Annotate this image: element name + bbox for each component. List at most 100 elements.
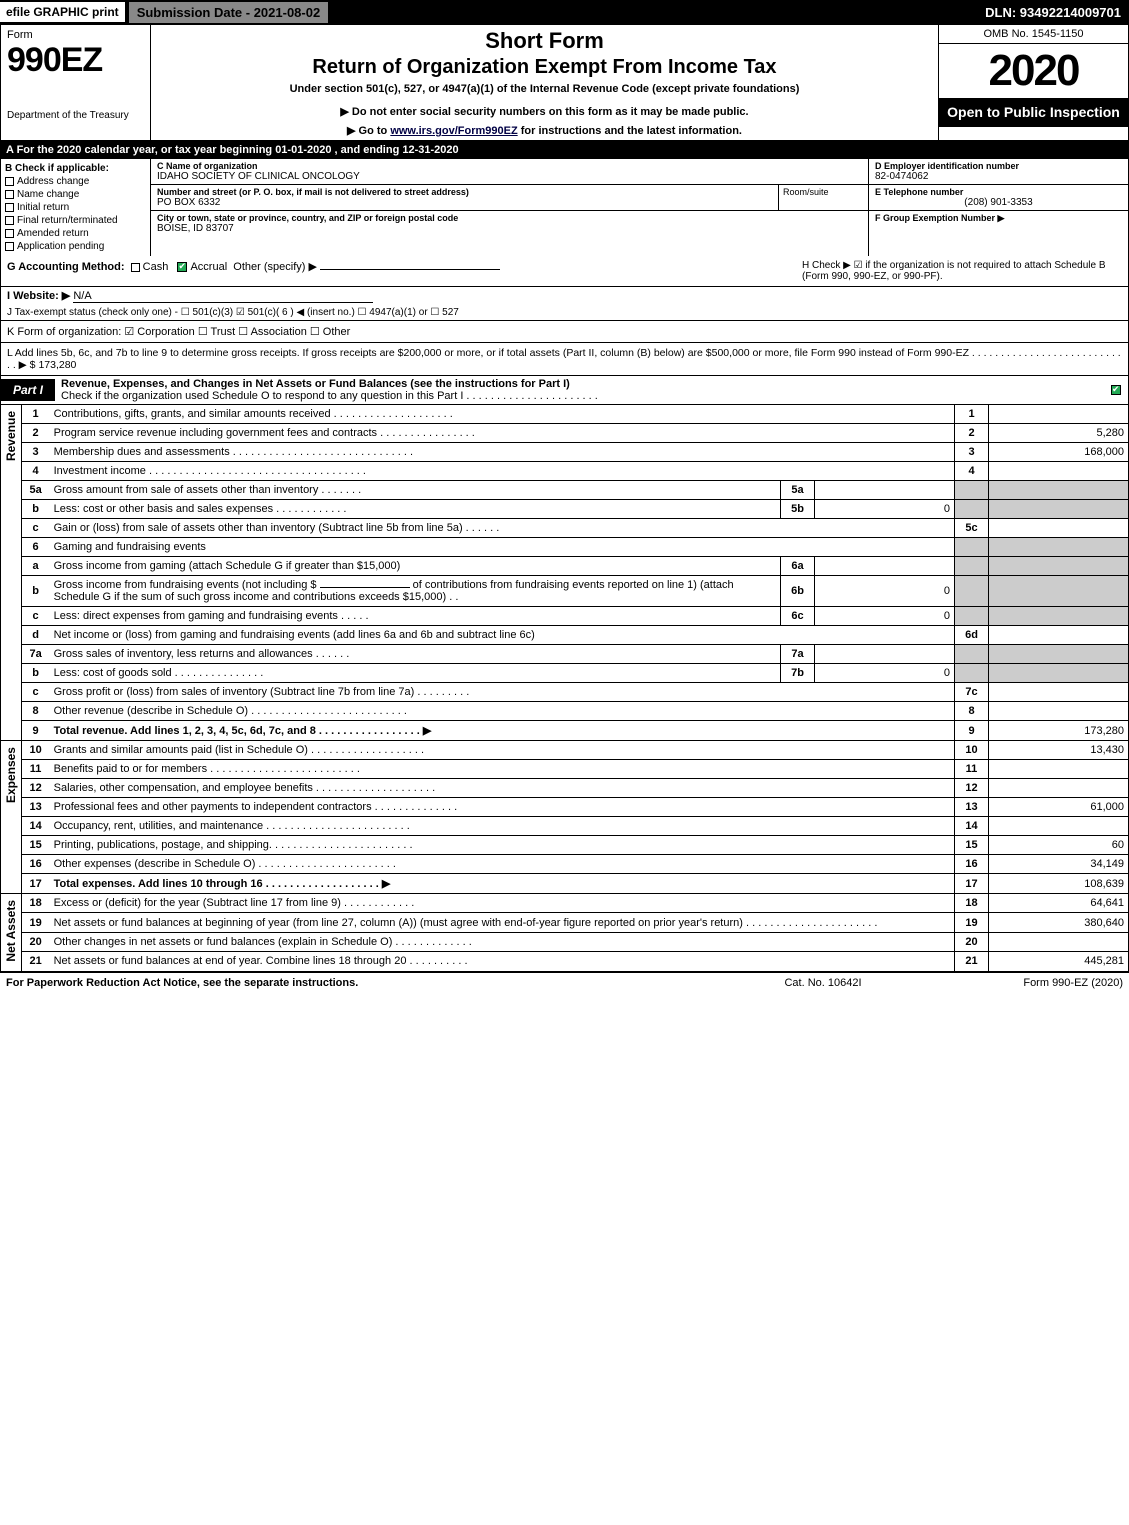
g-accounting: G Accounting Method: Cash Accrual Other …	[7, 260, 802, 282]
b-item: Amended return	[5, 228, 146, 239]
block-b-through-f: B Check if applicable: Address change Na…	[0, 159, 1129, 256]
expenses-sidelabel: Expenses	[0, 741, 22, 894]
g-accrual: Accrual	[190, 261, 227, 273]
line-7b: bLess: cost of goods sold . . . . . . . …	[22, 664, 1129, 683]
b-item: Address change	[5, 176, 146, 187]
checkbox-icon[interactable]	[131, 263, 140, 272]
line-7c: cGross profit or (loss) from sales of in…	[22, 683, 1129, 702]
line-8: 8Other revenue (describe in Schedule O) …	[22, 702, 1129, 721]
d-label: D Employer identification number	[875, 161, 1122, 171]
org-city: BOISE, ID 83707	[157, 223, 862, 234]
return-title: Return of Organization Exempt From Incom…	[157, 56, 932, 79]
org-address: PO BOX 6332	[157, 197, 772, 208]
revenue-section: Revenue 1Contributions, gifts, grants, a…	[0, 405, 1129, 741]
line-6: 6Gaming and fundraising events	[22, 538, 1129, 557]
header-right: OMB No. 1545-1150 2020 Open to Public In…	[938, 25, 1128, 140]
top-bar: efile GRAPHIC print Submission Date - 20…	[0, 0, 1129, 24]
part1-title: Revenue, Expenses, and Changes in Net As…	[61, 378, 570, 390]
e-label: E Telephone number	[875, 187, 1122, 197]
efile-print-label[interactable]: efile GRAPHIC print	[0, 2, 125, 22]
form-word: Form	[7, 29, 144, 41]
checkbox-icon[interactable]	[5, 190, 14, 199]
goto-post: for instructions and the latest informat…	[518, 125, 742, 137]
dept-treasury: Department of the Treasury	[7, 110, 144, 121]
c-city-label: City or town, state or province, country…	[157, 213, 862, 223]
c-name-label: C Name of organization	[157, 161, 862, 171]
l-text: L Add lines 5b, 6c, and 7b to line 9 to …	[7, 347, 1121, 371]
line-4: 4Investment income . . . . . . . . . . .…	[22, 462, 1129, 481]
revenue-sidelabel: Revenue	[0, 405, 22, 741]
submission-date: Submission Date - 2021-08-02	[129, 2, 329, 23]
checkbox-checked-icon[interactable]	[177, 262, 187, 272]
form-header: Form 990EZ Department of the Treasury Sh…	[0, 24, 1129, 141]
revenue-table: 1Contributions, gifts, grants, and simil…	[22, 405, 1129, 741]
line-12: 12Salaries, other compensation, and empl…	[22, 779, 1129, 798]
checkbox-checked-icon[interactable]	[1111, 385, 1121, 395]
short-form-title: Short Form	[157, 28, 932, 54]
part1-tab: Part I	[1, 379, 55, 401]
row-k-org-form: K Form of organization: ☑ Corporation ☐ …	[0, 321, 1129, 343]
g-other: Other (specify) ▶	[233, 261, 317, 273]
line-6b: bGross income from fundraising events (n…	[22, 576, 1129, 607]
col-d-e-f: D Employer identification number 82-0474…	[868, 159, 1128, 256]
b-item: Name change	[5, 189, 146, 200]
line-6c: cLess: direct expenses from gaming and f…	[22, 607, 1129, 626]
ein-value: 82-0474062	[875, 171, 1122, 182]
f-label: F Group Exemption Number ▶	[875, 213, 1004, 223]
tax-year: 2020	[939, 44, 1128, 98]
part1-sub: Check if the organization used Schedule …	[61, 390, 598, 402]
line-13: 13Professional fees and other payments t…	[22, 798, 1129, 817]
under-section: Under section 501(c), 527, or 4947(a)(1)…	[157, 83, 932, 95]
line-18: 18Excess or (deficit) for the year (Subt…	[22, 894, 1129, 913]
line-16: 16Other expenses (describe in Schedule O…	[22, 855, 1129, 874]
line-17: 17Total expenses. Add lines 10 through 1…	[22, 874, 1129, 894]
c-name-cell: C Name of organization IDAHO SOCIETY OF …	[151, 159, 868, 184]
line-14: 14Occupancy, rent, utilities, and mainte…	[22, 817, 1129, 836]
goto-pre: ▶ Go to	[347, 125, 390, 137]
row-j-tax-exempt: J Tax-exempt status (check only one) - ☐…	[0, 305, 1129, 321]
checkbox-icon[interactable]	[5, 203, 14, 212]
line-20: 20Other changes in net assets or fund ba…	[22, 932, 1129, 951]
row-g-h: G Accounting Method: Cash Accrual Other …	[0, 256, 1129, 287]
row-l-gross-receipts: L Add lines 5b, 6c, and 7b to line 9 to …	[0, 343, 1129, 376]
line-15: 15Printing, publications, postage, and s…	[22, 836, 1129, 855]
part1-check	[1104, 384, 1128, 396]
line-2: 2Program service revenue including gover…	[22, 424, 1129, 443]
line-19: 19Net assets or fund balances at beginni…	[22, 913, 1129, 932]
form-number: 990EZ	[7, 41, 144, 80]
line-6d: dNet income or (loss) from gaming and fu…	[22, 626, 1129, 645]
header-center: Short Form Return of Organization Exempt…	[151, 25, 938, 140]
line-5c: cGain or (loss) from sale of assets othe…	[22, 519, 1129, 538]
expenses-section: Expenses 10Grants and similar amounts pa…	[0, 741, 1129, 894]
col-b-checkboxes: B Check if applicable: Address change Na…	[1, 159, 151, 256]
d-ein: D Employer identification number 82-0474…	[869, 159, 1128, 185]
row-a-tax-year: A For the 2020 calendar year, or tax yea…	[0, 141, 1129, 159]
b-item: Initial return	[5, 202, 146, 213]
c-addr-label: Number and street (or P. O. box, if mail…	[157, 187, 772, 197]
l-value: 173,280	[38, 359, 76, 371]
c-addr-cell: Number and street (or P. O. box, if mail…	[151, 185, 778, 210]
netassets-table: 18Excess or (deficit) for the year (Subt…	[22, 894, 1129, 972]
b-title: B Check if applicable:	[5, 163, 146, 174]
checkbox-icon[interactable]	[5, 177, 14, 186]
line-10: 10Grants and similar amounts paid (list …	[22, 741, 1129, 760]
i-label: I Website: ▶	[7, 290, 70, 302]
g-label: G Accounting Method:	[7, 261, 125, 273]
header-left: Form 990EZ Department of the Treasury	[1, 25, 151, 140]
footer-left: For Paperwork Reduction Act Notice, see …	[6, 977, 723, 989]
g-cash: Cash	[143, 261, 169, 273]
line-9: 9Total revenue. Add lines 1, 2, 3, 4, 5c…	[22, 721, 1129, 741]
phone-value: (208) 901-3353	[875, 197, 1122, 208]
checkbox-icon[interactable]	[5, 216, 14, 225]
h-check: H Check ▶ ☑ if the organization is not r…	[802, 260, 1122, 282]
org-name: IDAHO SOCIETY OF CLINICAL ONCOLOGY	[157, 171, 862, 182]
goto-link[interactable]: www.irs.gov/Form990EZ	[390, 125, 517, 137]
line-5a: 5aGross amount from sale of assets other…	[22, 481, 1129, 500]
do-not-enter: ▶ Do not enter social security numbers o…	[157, 105, 932, 118]
goto-line: ▶ Go to www.irs.gov/Form990EZ for instru…	[157, 124, 932, 137]
checkbox-icon[interactable]	[5, 242, 14, 251]
part1-desc: Revenue, Expenses, and Changes in Net As…	[55, 376, 1104, 404]
checkbox-icon[interactable]	[5, 229, 14, 238]
line-6a: aGross income from gaming (attach Schedu…	[22, 557, 1129, 576]
b-item: Application pending	[5, 241, 146, 252]
